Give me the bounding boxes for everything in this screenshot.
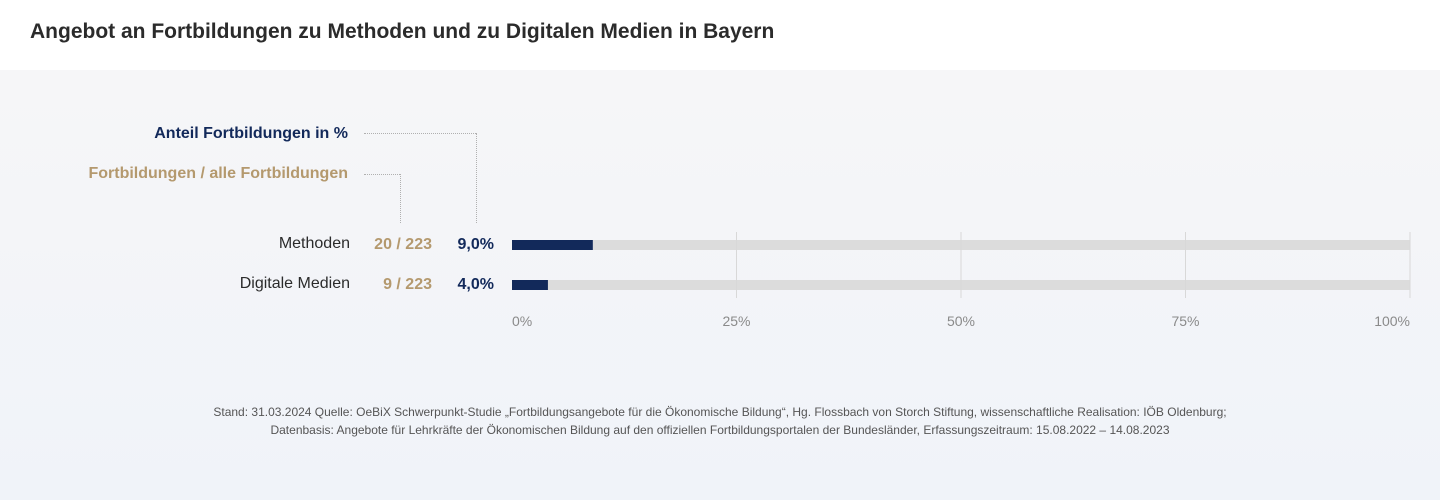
legend-ratio-label: Fortbildungen / alle Fortbildungen [88, 165, 348, 182]
value-label: 4,0% [457, 276, 494, 293]
ratio-label: 20 / 223 [374, 236, 432, 253]
legend-ratio-leader-h [364, 174, 400, 175]
source-note: Stand: 31.03.2024 Quelle: OeBiX Schwerpu… [0, 403, 1440, 439]
value-label: 9,0% [457, 236, 494, 253]
category-label: Methoden [278, 235, 350, 252]
x-tick-label: 75% [1171, 313, 1199, 329]
x-tick-label: 50% [947, 313, 975, 329]
x-tick-label: 0% [512, 313, 532, 329]
source-line-1: Stand: 31.03.2024 Quelle: OeBiX Schwerpu… [213, 405, 1227, 419]
category-label: Digitale Medien [239, 275, 350, 292]
source-line-2: Datenbasis: Angebote für Lehrkräfte der … [270, 423, 1170, 437]
x-tick-label: 25% [722, 313, 750, 329]
legend-percent-leader-v [476, 133, 477, 223]
legend-percent-leader-h [364, 133, 476, 134]
header: Angebot an Fortbildungen zu Methoden und… [0, 0, 1440, 70]
x-tick-label: 100% [1374, 313, 1410, 329]
bar [512, 280, 548, 290]
legend-percent-label: Anteil Fortbildungen in % [154, 125, 348, 142]
ratio-label: 9 / 223 [383, 276, 432, 293]
chart-title: Angebot an Fortbildungen zu Methoden und… [30, 20, 775, 43]
legend-ratio-leader-v [400, 174, 401, 223]
bar [512, 240, 593, 250]
